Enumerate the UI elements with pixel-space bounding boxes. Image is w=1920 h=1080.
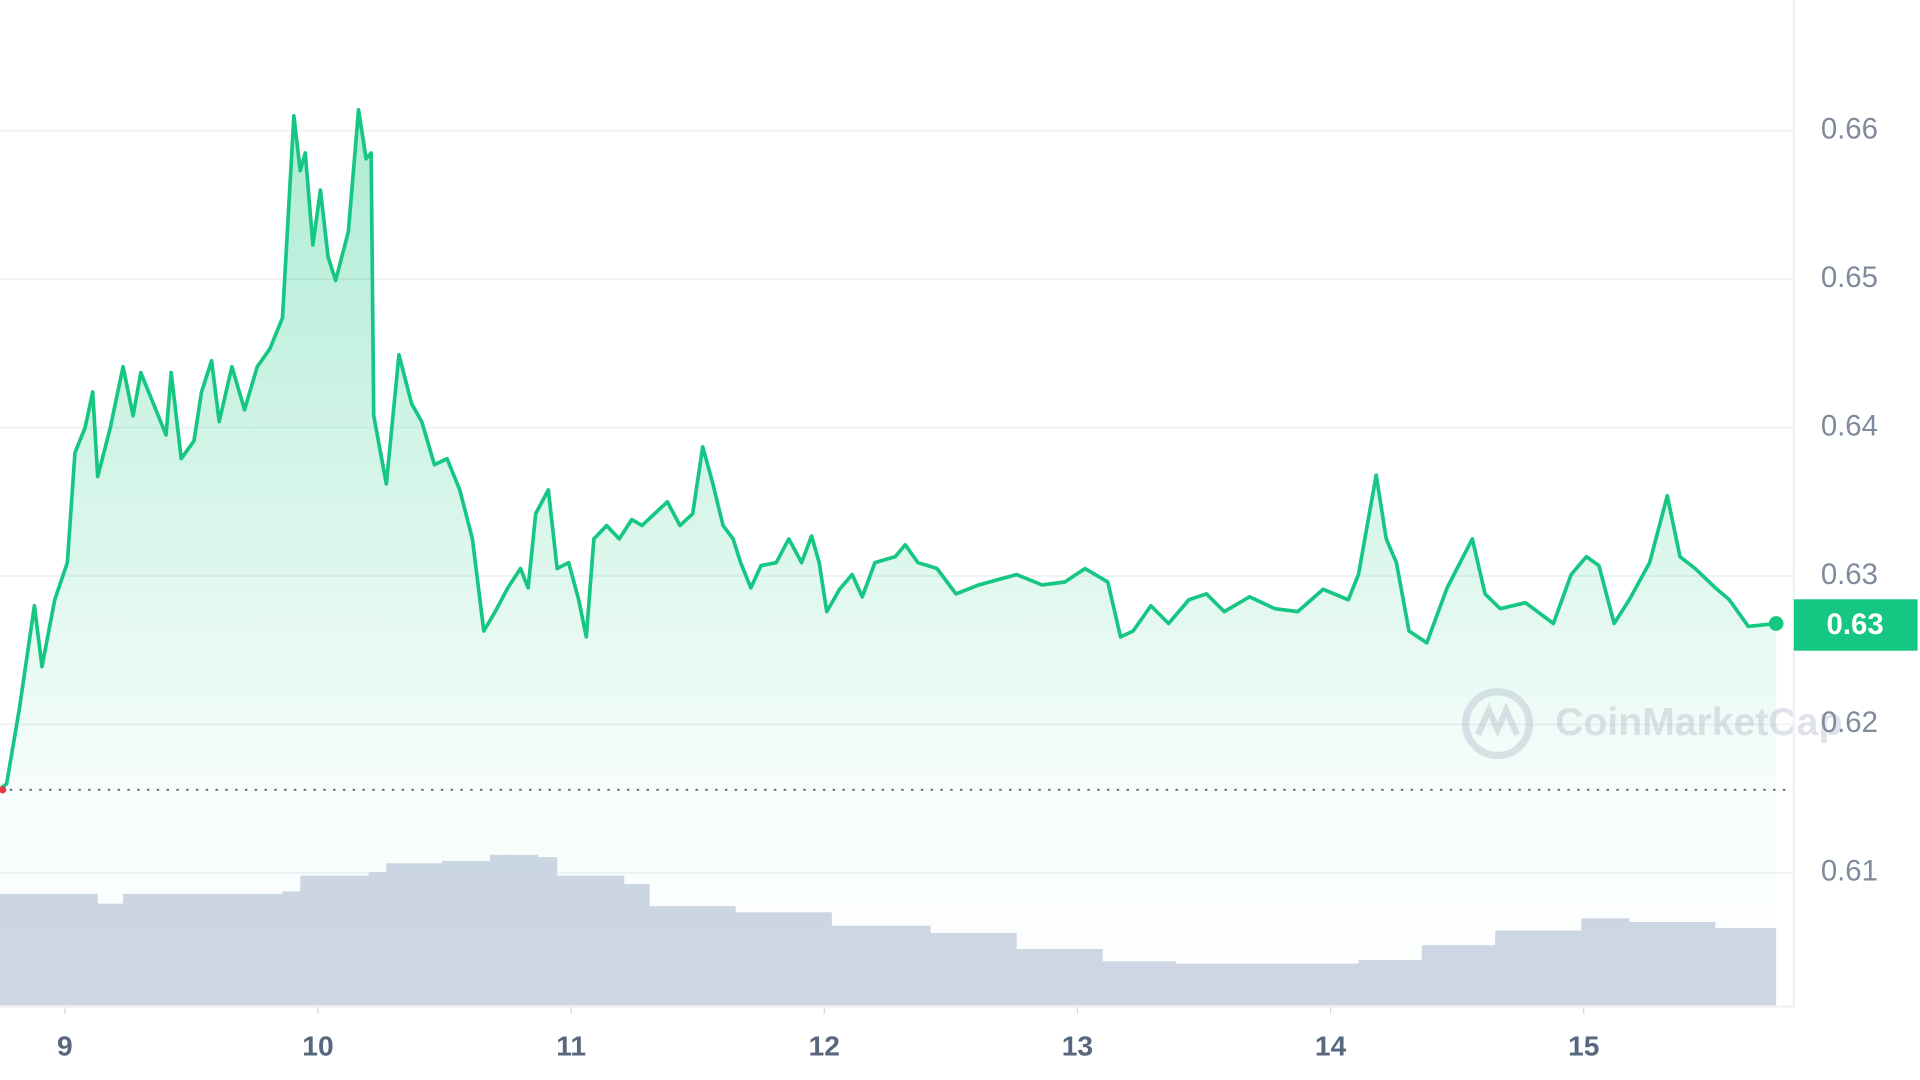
y-tick-label: 0.64: [1821, 409, 1878, 442]
price-area: [0, 109, 1777, 1007]
watermark-logo: [1462, 688, 1534, 760]
x-tick-label: 14: [1315, 1031, 1347, 1062]
x-tick-label: 11: [556, 1031, 586, 1062]
y-tick-label: 0.66: [1821, 112, 1878, 145]
watermark-text: CoinMarketCap: [1555, 701, 1842, 744]
price-tag: [1793, 599, 1918, 651]
y-tick-label: 0.62: [1821, 706, 1878, 739]
watermark-logo-mark: [1475, 702, 1520, 738]
y-tick-label: 0.61: [1821, 855, 1878, 888]
x-tick-label: 12: [809, 1031, 840, 1062]
x-tick-label: 10: [302, 1031, 333, 1062]
price-tag-label: 0.63: [1827, 608, 1884, 641]
end-dot: [1768, 616, 1784, 631]
start-dot: [0, 786, 7, 794]
y-tick-label: 0.63: [1821, 558, 1878, 591]
y-tick-label: 0.65: [1821, 261, 1878, 294]
x-tick-label: 9: [57, 1031, 73, 1062]
price-line: [0, 108, 1777, 792]
x-tick-label: 15: [1568, 1031, 1599, 1062]
plot-layer: [0, 108, 1794, 1007]
x-tick-label: 13: [1062, 1031, 1093, 1062]
